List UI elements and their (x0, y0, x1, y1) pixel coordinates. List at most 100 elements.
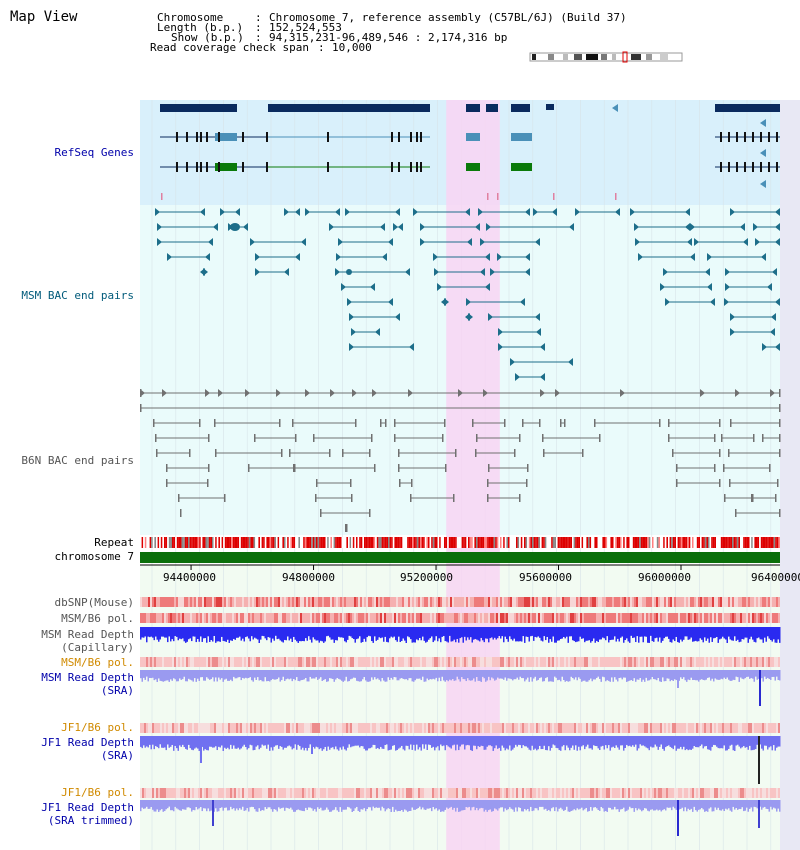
refseq-gene-exon[interactable] (215, 133, 237, 141)
b6n-bac-end-marker[interactable] (380, 419, 382, 427)
b6n-bac-end-marker[interactable] (399, 479, 401, 487)
msm-bac-end-marker[interactable] (552, 208, 557, 216)
b6n-bac-end-marker[interactable] (475, 449, 477, 457)
refseq-gene-exon[interactable] (160, 104, 237, 112)
msm-bac-end-marker[interactable] (663, 268, 668, 276)
msm-bac-end-marker[interactable] (478, 208, 483, 216)
b6n-bac-end-marker[interactable] (294, 464, 296, 472)
msm-bac-end-marker[interactable] (630, 208, 635, 216)
b6n-bac-end-marker[interactable] (156, 449, 158, 457)
msm-bac-end-marker[interactable] (685, 223, 690, 231)
refseq-gene-exon[interactable] (466, 133, 480, 141)
msm-bac-end-marker[interactable] (420, 223, 425, 231)
b6n-bac-end-marker[interactable] (769, 464, 771, 472)
b6n-bac-end-marker[interactable] (659, 419, 661, 427)
msm-bac-end-marker[interactable] (220, 208, 225, 216)
b6n-bac-end-marker[interactable] (351, 494, 353, 502)
b6n-bac-end-marker[interactable] (775, 494, 777, 502)
msm-bac-end-marker[interactable] (525, 208, 530, 216)
b6n-bac-end-marker[interactable] (398, 464, 400, 472)
msm-bac-end-marker[interactable] (235, 208, 240, 216)
msm-bac-end-marker[interactable] (770, 328, 775, 336)
msm-bac-end-marker[interactable] (665, 298, 670, 306)
b6n-bac-end-marker[interactable] (281, 449, 283, 457)
b6n-bac-end-marker[interactable] (723, 464, 725, 472)
msm-bac-end-marker[interactable] (568, 358, 573, 366)
msm-bac-end-marker[interactable] (393, 223, 398, 231)
b6n-bac-end-marker[interactable] (777, 479, 779, 487)
b6n-bac-end-marker[interactable] (543, 449, 545, 457)
msm-bac-end-marker[interactable] (687, 238, 692, 246)
b6n-bac-end-marker[interactable] (342, 449, 344, 457)
msm-bac-end-marker[interactable] (437, 283, 442, 291)
b6n-bac-end-marker[interactable] (329, 449, 331, 457)
b6n-bac-end-marker[interactable] (453, 494, 455, 502)
msm-bac-end-marker[interactable] (420, 238, 425, 246)
b6n-bac-end-marker[interactable] (779, 509, 781, 517)
msm-bac-end-marker[interactable] (200, 268, 205, 276)
msm-bac-end-marker[interactable] (775, 238, 780, 246)
msm-bac-cluster-marker[interactable] (346, 269, 352, 275)
msm-bac-end-marker[interactable] (465, 313, 470, 321)
b6n-bac-end-marker[interactable] (472, 419, 474, 427)
b6n-bac-end-marker[interactable] (313, 434, 315, 442)
msm-bac-end-marker[interactable] (660, 283, 665, 291)
b6n-bac-end-marker[interactable] (371, 434, 373, 442)
msm-bac-end-marker[interactable] (775, 208, 780, 216)
b6n-bac-end-marker[interactable] (476, 434, 478, 442)
b6n-bac-end-marker[interactable] (542, 434, 544, 442)
msm-bac-end-marker[interactable] (730, 313, 735, 321)
msm-bac-end-marker[interactable] (740, 223, 745, 231)
msm-bac-end-marker[interactable] (167, 253, 172, 261)
msm-bac-end-marker[interactable] (295, 208, 300, 216)
b6n-bac-end-marker[interactable] (539, 419, 541, 427)
b6n-bac-end-marker[interactable] (208, 464, 210, 472)
b6n-bac-end-marker[interactable] (599, 434, 601, 442)
b6n-bac-end-marker[interactable] (166, 464, 168, 472)
msm-bac-end-marker[interactable] (335, 268, 340, 276)
b6n-bac-end-marker[interactable] (345, 524, 347, 532)
b6n-bac-end-marker[interactable] (519, 434, 521, 442)
b6n-bac-end-marker[interactable] (350, 479, 352, 487)
b6n-bac-end-marker[interactable] (455, 449, 457, 457)
msm-bac-end-marker[interactable] (725, 283, 730, 291)
b6n-bac-end-marker[interactable] (207, 479, 209, 487)
msm-bac-end-marker[interactable] (525, 253, 530, 261)
msm-bac-end-marker[interactable] (635, 238, 640, 246)
b6n-bac-end-marker[interactable] (445, 464, 447, 472)
track-label-jf1-b6-pol-2[interactable]: JF1/B6 pol. (61, 786, 134, 799)
b6n-bac-end-marker[interactable] (295, 434, 297, 442)
msm-bac-end-marker[interactable] (485, 283, 490, 291)
refseq-gene-exon[interactable] (511, 133, 532, 141)
msm-bac-end-marker[interactable] (498, 343, 503, 351)
b6n-bac-end-marker[interactable] (398, 449, 400, 457)
b6n-bac-end-marker[interactable] (411, 479, 413, 487)
refseq-gene-exon[interactable] (715, 104, 780, 112)
b6n-bac-end-marker[interactable] (410, 494, 412, 502)
b6n-bac-end-marker[interactable] (514, 449, 516, 457)
msm-bac-end-marker[interactable] (338, 238, 343, 246)
b6n-bac-end-marker[interactable] (248, 464, 250, 472)
msm-bac-end-marker[interactable] (638, 253, 643, 261)
track-label-refseq-genes[interactable]: RefSeq Genes (54, 146, 134, 159)
msm-bac-end-marker[interactable] (345, 208, 350, 216)
msm-bac-end-marker[interactable] (475, 223, 480, 231)
msm-bac-end-marker[interactable] (724, 298, 729, 306)
msm-bac-end-marker[interactable] (465, 208, 470, 216)
msm-bac-end-marker[interactable] (730, 328, 735, 336)
msm-bac-end-marker[interactable] (498, 328, 503, 336)
msm-bac-end-marker[interactable] (685, 208, 690, 216)
b6n-bac-end-marker[interactable] (293, 464, 295, 472)
msm-bac-end-marker[interactable] (388, 298, 393, 306)
msm-bac-end-marker[interactable] (707, 283, 712, 291)
msm-bac-end-marker[interactable] (305, 208, 310, 216)
msm-bac-end-marker[interactable] (441, 298, 446, 306)
msm-bac-end-marker[interactable] (284, 208, 289, 216)
msm-bac-end-marker[interactable] (762, 343, 767, 351)
b6n-bac-end-marker[interactable] (582, 449, 584, 457)
msm-bac-end-marker[interactable] (755, 238, 760, 246)
msm-bac-end-marker[interactable] (767, 283, 772, 291)
msm-bac-end-marker[interactable] (243, 223, 248, 231)
b6n-bac-end-marker[interactable] (779, 404, 781, 412)
refseq-gene-exon[interactable] (511, 163, 532, 171)
